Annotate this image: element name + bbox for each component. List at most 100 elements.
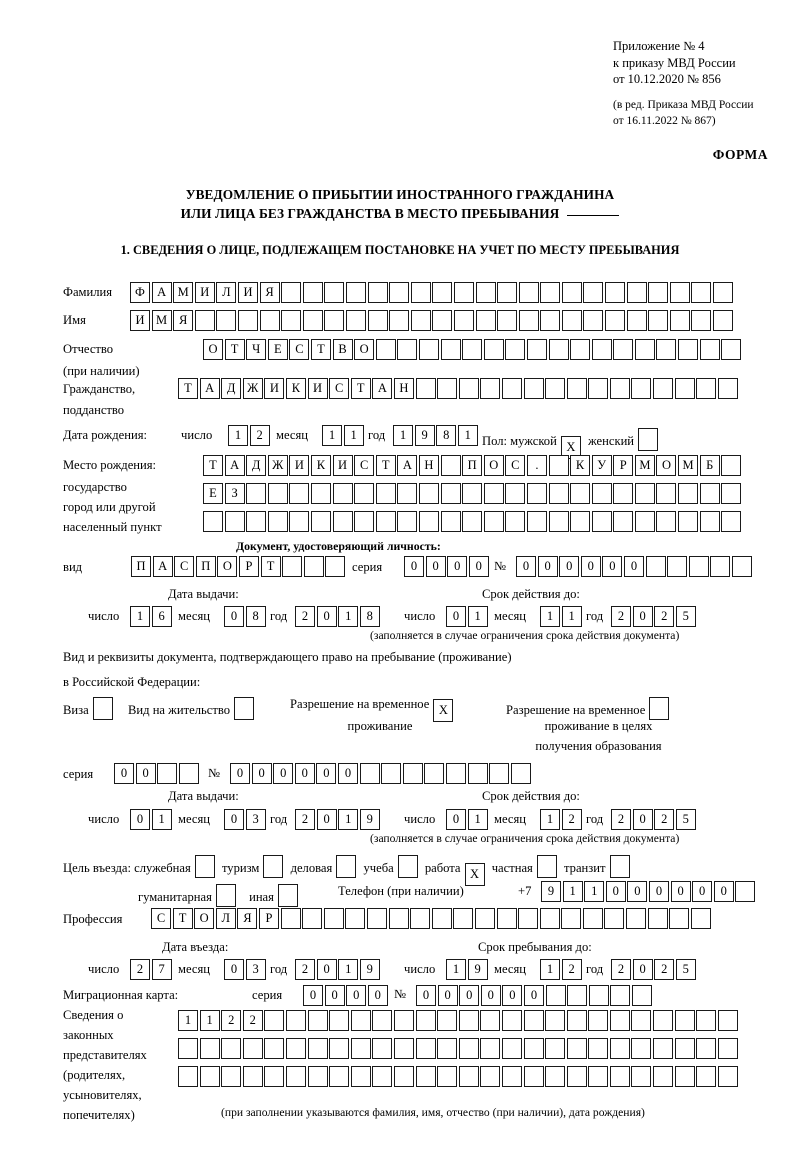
char-box[interactable]: 0 xyxy=(316,959,337,980)
char-box[interactable]: 0 xyxy=(273,763,294,784)
char-box[interactable]: Е xyxy=(267,339,288,360)
char-box[interactable] xyxy=(345,282,366,303)
char-box[interactable] xyxy=(518,310,539,331)
purpose-private-checkbox[interactable] xyxy=(536,855,557,878)
char-box[interactable] xyxy=(653,1066,674,1087)
char-box[interactable]: И xyxy=(307,378,328,399)
char-box[interactable]: Т xyxy=(350,378,371,399)
char-box[interactable]: 0 xyxy=(324,985,345,1006)
char-box[interactable]: . xyxy=(526,455,547,476)
char-box[interactable] xyxy=(458,1038,479,1059)
char-box[interactable] xyxy=(613,483,634,504)
char-box[interactable] xyxy=(696,1010,717,1031)
char-box[interactable] xyxy=(350,1066,371,1087)
char-box[interactable] xyxy=(501,1010,522,1031)
char-box[interactable] xyxy=(669,282,690,303)
char-box[interactable]: О xyxy=(656,455,677,476)
char-box[interactable] xyxy=(721,339,742,360)
char-box[interactable]: 0 xyxy=(437,985,458,1006)
char-box[interactable]: 5 xyxy=(675,606,696,627)
char-box[interactable] xyxy=(345,310,366,331)
char-box[interactable]: Н xyxy=(393,378,414,399)
char-box[interactable]: 0 xyxy=(502,985,523,1006)
char-box[interactable] xyxy=(540,310,561,331)
char-box[interactable] xyxy=(501,378,522,399)
char-box[interactable] xyxy=(545,378,566,399)
char-box[interactable] xyxy=(523,1038,544,1059)
char-box[interactable] xyxy=(613,339,634,360)
char-box[interactable] xyxy=(613,511,634,532)
char-box[interactable] xyxy=(393,1066,414,1087)
char-box[interactable] xyxy=(281,282,302,303)
char-box[interactable]: 0 xyxy=(224,606,244,627)
char-box[interactable]: 0 xyxy=(580,556,601,577)
char-box[interactable] xyxy=(397,511,418,532)
char-box[interactable] xyxy=(566,1066,587,1087)
char-box[interactable] xyxy=(458,1066,479,1087)
char-box[interactable] xyxy=(505,511,526,532)
char-box[interactable]: О xyxy=(217,556,238,577)
char-box[interactable]: М xyxy=(151,310,172,331)
char-box[interactable]: 2 xyxy=(242,1010,263,1031)
char-box[interactable] xyxy=(566,1010,587,1031)
char-box[interactable] xyxy=(437,1010,458,1031)
char-box[interactable] xyxy=(354,483,375,504)
char-box[interactable] xyxy=(397,339,418,360)
char-box[interactable]: Б xyxy=(699,455,720,476)
char-box[interactable]: 0 xyxy=(404,556,424,577)
char-box[interactable] xyxy=(440,455,461,476)
char-box[interactable]: С xyxy=(174,556,195,577)
char-box[interactable]: И xyxy=(332,455,353,476)
char-box[interactable]: П xyxy=(462,455,483,476)
char-box[interactable] xyxy=(325,556,346,577)
char-box[interactable]: С xyxy=(289,339,310,360)
char-box[interactable] xyxy=(631,1038,652,1059)
char-box[interactable] xyxy=(354,511,375,532)
char-box[interactable] xyxy=(267,483,288,504)
char-box[interactable] xyxy=(713,282,734,303)
char-box[interactable]: 0 xyxy=(632,606,653,627)
char-box[interactable] xyxy=(483,483,504,504)
char-box[interactable] xyxy=(418,339,439,360)
char-box[interactable] xyxy=(264,1038,285,1059)
char-box[interactable]: Ф xyxy=(130,282,150,303)
char-box[interactable] xyxy=(696,1038,717,1059)
char-box[interactable] xyxy=(647,908,668,929)
char-box[interactable] xyxy=(721,483,742,504)
char-box[interactable]: 0 xyxy=(294,763,315,784)
char-box[interactable] xyxy=(518,908,539,929)
char-box[interactable] xyxy=(567,985,588,1006)
purpose-humanitarian-checkbox[interactable] xyxy=(215,884,236,907)
char-box[interactable] xyxy=(437,1038,458,1059)
char-box[interactable] xyxy=(462,511,483,532)
char-box[interactable]: 5 xyxy=(675,959,696,980)
char-box[interactable]: Р xyxy=(613,455,634,476)
char-box[interactable] xyxy=(548,339,569,360)
char-box[interactable] xyxy=(410,282,431,303)
char-box[interactable] xyxy=(246,483,267,504)
char-box[interactable]: 0 xyxy=(425,556,446,577)
char-box[interactable]: 8 xyxy=(436,425,457,446)
char-box[interactable] xyxy=(717,1066,738,1087)
char-box[interactable]: 0 xyxy=(623,556,644,577)
char-box[interactable]: 0 xyxy=(447,556,468,577)
char-box[interactable]: 0 xyxy=(446,809,466,830)
char-box[interactable]: К xyxy=(285,378,306,399)
char-box[interactable]: 7 xyxy=(151,959,172,980)
char-box[interactable] xyxy=(389,310,410,331)
char-box[interactable]: 0 xyxy=(416,985,436,1006)
char-box[interactable] xyxy=(526,339,547,360)
char-box[interactable] xyxy=(237,310,258,331)
char-box[interactable] xyxy=(178,763,199,784)
char-box[interactable] xyxy=(332,483,353,504)
char-box[interactable]: 2 xyxy=(654,959,675,980)
char-box[interactable]: 9 xyxy=(414,425,435,446)
